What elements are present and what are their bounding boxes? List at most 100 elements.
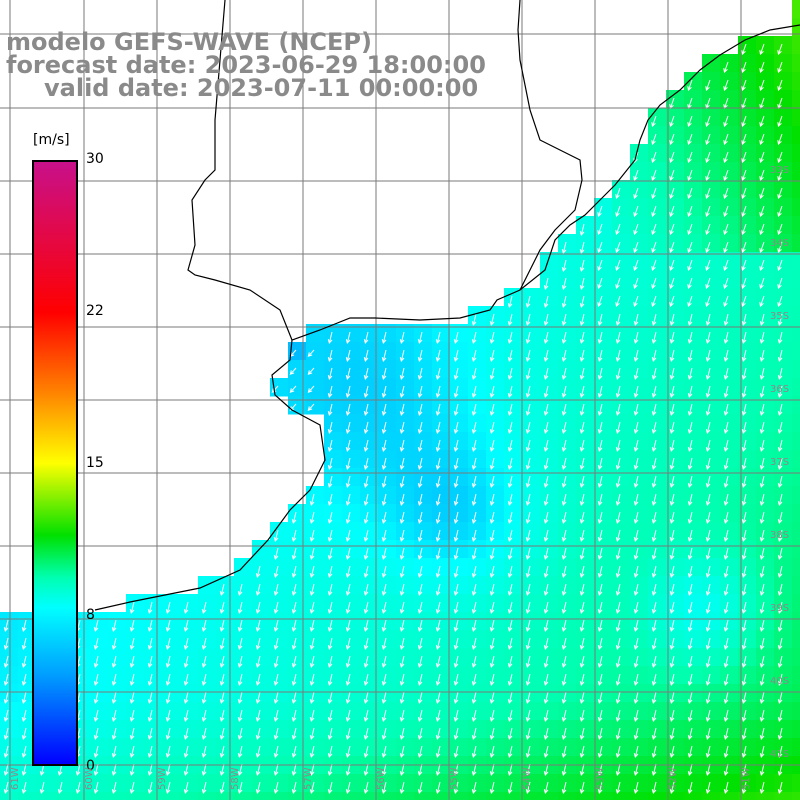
wind-speed-cell	[630, 378, 649, 397]
wind-arrow	[651, 223, 657, 236]
wind-arrow	[363, 457, 369, 470]
wind-arrow	[597, 691, 603, 704]
wind-speed-cell	[648, 216, 667, 235]
wind-speed-cell	[288, 522, 307, 541]
wind-arrow	[633, 493, 639, 506]
wind-arrow	[381, 619, 387, 632]
wind-speed-cell	[666, 720, 685, 739]
wind-speed-cell	[540, 324, 559, 343]
wind-speed-cell	[540, 450, 559, 469]
forecast-date: forecast date: 2023-06-29 18:00:00	[6, 51, 486, 79]
wind-arrow	[597, 367, 603, 380]
wind-arrow	[489, 313, 495, 326]
wind-arrow	[507, 619, 513, 632]
wind-arrow	[307, 403, 315, 412]
wind-speed-cell	[738, 414, 757, 433]
wind-speed-cell	[450, 684, 469, 703]
wind-arrow	[687, 79, 693, 92]
wind-speed-cell	[18, 684, 37, 703]
wind-speed-cell	[612, 288, 631, 307]
wind-arrow	[723, 259, 729, 272]
wind-arrow	[111, 709, 117, 722]
wind-arrow	[435, 403, 441, 416]
wind-speed-cell	[324, 558, 343, 577]
wind-speed-cell	[324, 594, 343, 613]
wind-speed-cell	[558, 702, 577, 721]
wind-arrow	[363, 475, 369, 488]
wind-arrow	[255, 709, 261, 722]
wind-speed-cell	[648, 720, 667, 739]
wind-arrow	[615, 529, 621, 542]
wind-speed-cell	[594, 648, 613, 667]
wind-arrow	[309, 601, 315, 614]
wind-speed-cell	[252, 558, 271, 577]
wind-arrow	[435, 421, 441, 434]
lon-label: 58W	[230, 767, 241, 790]
wind-speed-cell	[666, 396, 685, 415]
wind-speed-cell	[468, 360, 487, 379]
wind-arrow	[453, 475, 459, 488]
wind-arrow	[129, 745, 135, 758]
wind-arrow	[777, 637, 783, 650]
wind-speed-cell	[252, 630, 271, 649]
wind-arrow	[759, 43, 765, 56]
wind-speed-cell	[630, 198, 649, 217]
wind-arrow	[327, 601, 333, 614]
wind-speed-cell	[540, 738, 559, 757]
wind-speed-cell	[324, 342, 343, 361]
wind-speed-cell	[648, 126, 667, 145]
wind-arrow	[579, 601, 585, 614]
wind-speed-cell	[756, 648, 775, 667]
wind-arrow	[399, 781, 405, 794]
wind-speed-cell	[738, 198, 757, 217]
wind-speed-cell	[144, 792, 163, 800]
wind-arrow	[363, 421, 369, 434]
wind-speed-cell	[486, 738, 505, 757]
wind-speed-cell	[450, 396, 469, 415]
valid-date: valid date: 2023-07-11 00:00:00	[44, 74, 479, 102]
lon-label: 55W	[449, 767, 460, 790]
wind-speed-cell	[558, 324, 577, 343]
wind-speed-cell	[18, 648, 37, 667]
wind-arrow	[363, 493, 369, 506]
wind-speed-cell	[306, 648, 325, 667]
wind-arrow	[471, 313, 477, 326]
lat-label: 41S	[770, 749, 790, 760]
wind-arrow	[147, 637, 153, 650]
wind-speed-cell	[396, 630, 415, 649]
wind-speed-cell	[666, 576, 685, 595]
wind-arrow	[633, 673, 639, 686]
wind-speed-cell	[774, 612, 793, 631]
wind-arrow	[669, 745, 675, 758]
wind-speed-cell	[792, 630, 800, 649]
wind-speed-cell	[576, 648, 595, 667]
wind-speed-cell	[612, 180, 631, 199]
wind-speed-cell	[522, 324, 541, 343]
wind-speed-cell	[180, 684, 199, 703]
wind-speed-cell	[792, 90, 800, 109]
wind-speed-cell	[450, 558, 469, 577]
wind-speed-cell	[306, 396, 325, 415]
wind-speed-cell	[684, 792, 703, 800]
wind-speed-cell	[162, 630, 181, 649]
wind-arrow	[471, 565, 477, 578]
wind-speed-cell	[792, 162, 800, 181]
wind-speed-cell	[792, 738, 800, 757]
wind-speed-cell	[702, 720, 721, 739]
wind-arrow	[723, 115, 729, 128]
wind-speed-cell	[702, 666, 721, 685]
wind-arrow	[327, 583, 333, 596]
wind-arrow	[111, 763, 117, 776]
wind-speed-cell	[594, 576, 613, 595]
wind-arrow	[255, 745, 261, 758]
wind-speed-cell	[468, 774, 487, 793]
wind-speed-cell	[342, 666, 361, 685]
wind-arrow	[633, 475, 639, 488]
wind-speed-cell	[198, 792, 217, 800]
wind-arrow	[723, 241, 729, 254]
wind-arrow	[165, 781, 171, 794]
wind-speed-cell	[666, 630, 685, 649]
coastline	[94, 0, 800, 611]
wind-speed-cell	[378, 702, 397, 721]
wind-speed-cell	[324, 360, 343, 379]
